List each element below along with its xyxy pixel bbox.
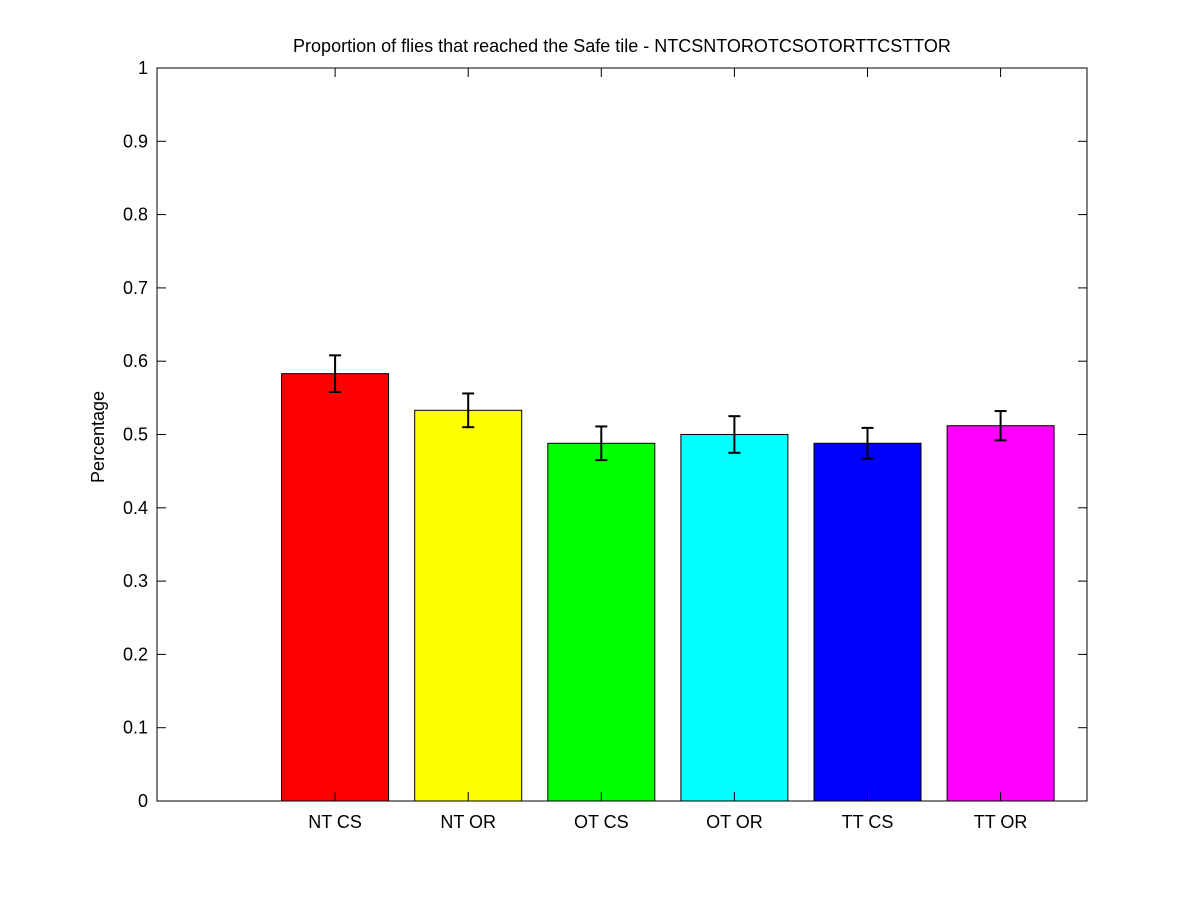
bar-ot-or <box>680 434 789 802</box>
y-tick-label: 1 <box>138 58 148 78</box>
x-tick-label: NT CS <box>308 812 362 832</box>
bar-ot-cs <box>547 442 656 802</box>
bar-nt-cs <box>281 373 390 802</box>
y-tick-label: 0.7 <box>123 278 148 298</box>
tick-group: 0 0.1 0.2 0.3 0.4 0.5 0.6 0.7 0.8 0.9 1 NT CS NT OR O… <box>123 58 1087 832</box>
bar-tt-or <box>946 425 1055 802</box>
y-tick-label: 0.2 <box>123 644 148 664</box>
chart-title: Proportion of flies that reached the Saf… <box>293 36 951 56</box>
y-tick-label: 0.8 <box>123 205 148 225</box>
x-tick-label: TT CS <box>842 812 894 832</box>
y-tick-label: 0.4 <box>123 498 148 518</box>
y-tick-label: 0.6 <box>123 351 148 371</box>
bar-group <box>281 373 1055 802</box>
y-tick-label: 0.9 <box>123 131 148 151</box>
bar-tt-cs <box>813 442 922 802</box>
x-tick-label: NT OR <box>440 812 496 832</box>
x-tick-label: OT CS <box>574 812 629 832</box>
y-axis-label: Percentage <box>88 391 108 483</box>
y-tick-label: 0.1 <box>123 718 148 738</box>
y-tick-label: 0.5 <box>123 425 148 445</box>
x-tick-label: OT OR <box>706 812 763 832</box>
bar-nt-or <box>414 409 523 802</box>
x-tick-label: TT OR <box>974 812 1028 832</box>
y-tick-label: 0.3 <box>123 571 148 591</box>
errorbar-group <box>329 354 1007 462</box>
y-tick-label: 0 <box>138 791 148 811</box>
